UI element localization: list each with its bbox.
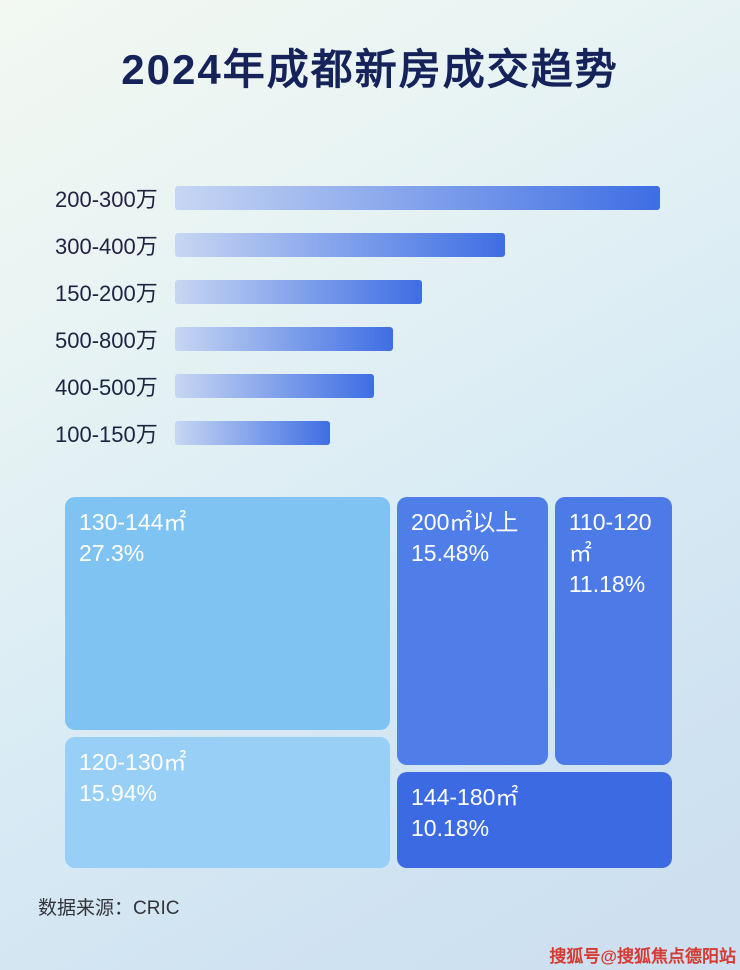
treemap-block-value: 15.94% (79, 780, 158, 807)
bar-category-label: 100-150万 (55, 422, 158, 447)
bar-row: 400-500万 (55, 374, 660, 400)
treemap-block: 130-144㎡ 27.3% (65, 497, 390, 730)
bar-category-label: 500-800万 (55, 328, 158, 353)
bar (175, 374, 374, 398)
treemap-block-label: 144-180㎡ (411, 783, 519, 810)
bar-row: 300-400万 (55, 233, 660, 259)
treemap-block-value: 27.3% (79, 540, 145, 567)
bar-row: 500-800万 (55, 327, 660, 353)
bar (175, 421, 331, 445)
bar-track (175, 186, 660, 210)
treemap-block-label: 120-130㎡ (79, 749, 187, 776)
treemap-block-value: 10.18% (411, 814, 490, 841)
treemap-block-value: 15.48% (411, 540, 490, 567)
bar-row: 100-150万 (55, 421, 660, 447)
bar-track (175, 233, 660, 257)
price-band-bar-chart: 200-300万 300-400万 150-200万 500-800万 400-500万… (55, 186, 660, 468)
bar-category-label: 150-200万 (55, 281, 158, 306)
bar (175, 327, 394, 351)
treemap-block-label: 110-120㎡ (568, 509, 652, 567)
treemap-block: 144-180㎡ 10.18% (397, 771, 672, 868)
bar (175, 280, 423, 304)
bar-track (175, 280, 660, 304)
treemap-block-label: 130-144㎡ (79, 509, 187, 535)
bar-row: 200-300万 (55, 186, 660, 212)
bar-row: 150-200万 (55, 280, 660, 306)
bar-category-label: 200-300万 (55, 187, 158, 212)
bar-category-label: 400-500万 (55, 375, 158, 400)
unit-area-treemap: 130-144㎡ 27.3% 200㎡以上 15.48% 110-120㎡ 11.18% 1… (65, 497, 672, 868)
treemap-block: 120-130㎡ 15.94% (65, 737, 390, 868)
treemap-block: 200㎡以上 15.48% (397, 497, 549, 765)
bar-track (175, 374, 660, 398)
bar (175, 233, 505, 257)
bar-category-label: 300-400万 (55, 234, 158, 259)
treemap-block-label: 200㎡以上 (411, 509, 519, 535)
bar-track (175, 421, 660, 445)
treemap-block: 110-120㎡ 11.18% (554, 497, 672, 765)
page-title: 2024年成都新房成交趋势 (121, 46, 619, 93)
data-source-label: 数据来源：CRIC (38, 898, 180, 919)
bar (175, 186, 660, 210)
bar-track (175, 327, 660, 351)
treemap-block-value: 11.18% (568, 571, 646, 598)
watermark-text: 搜狐号@搜狐焦点德阳站 (549, 947, 736, 966)
